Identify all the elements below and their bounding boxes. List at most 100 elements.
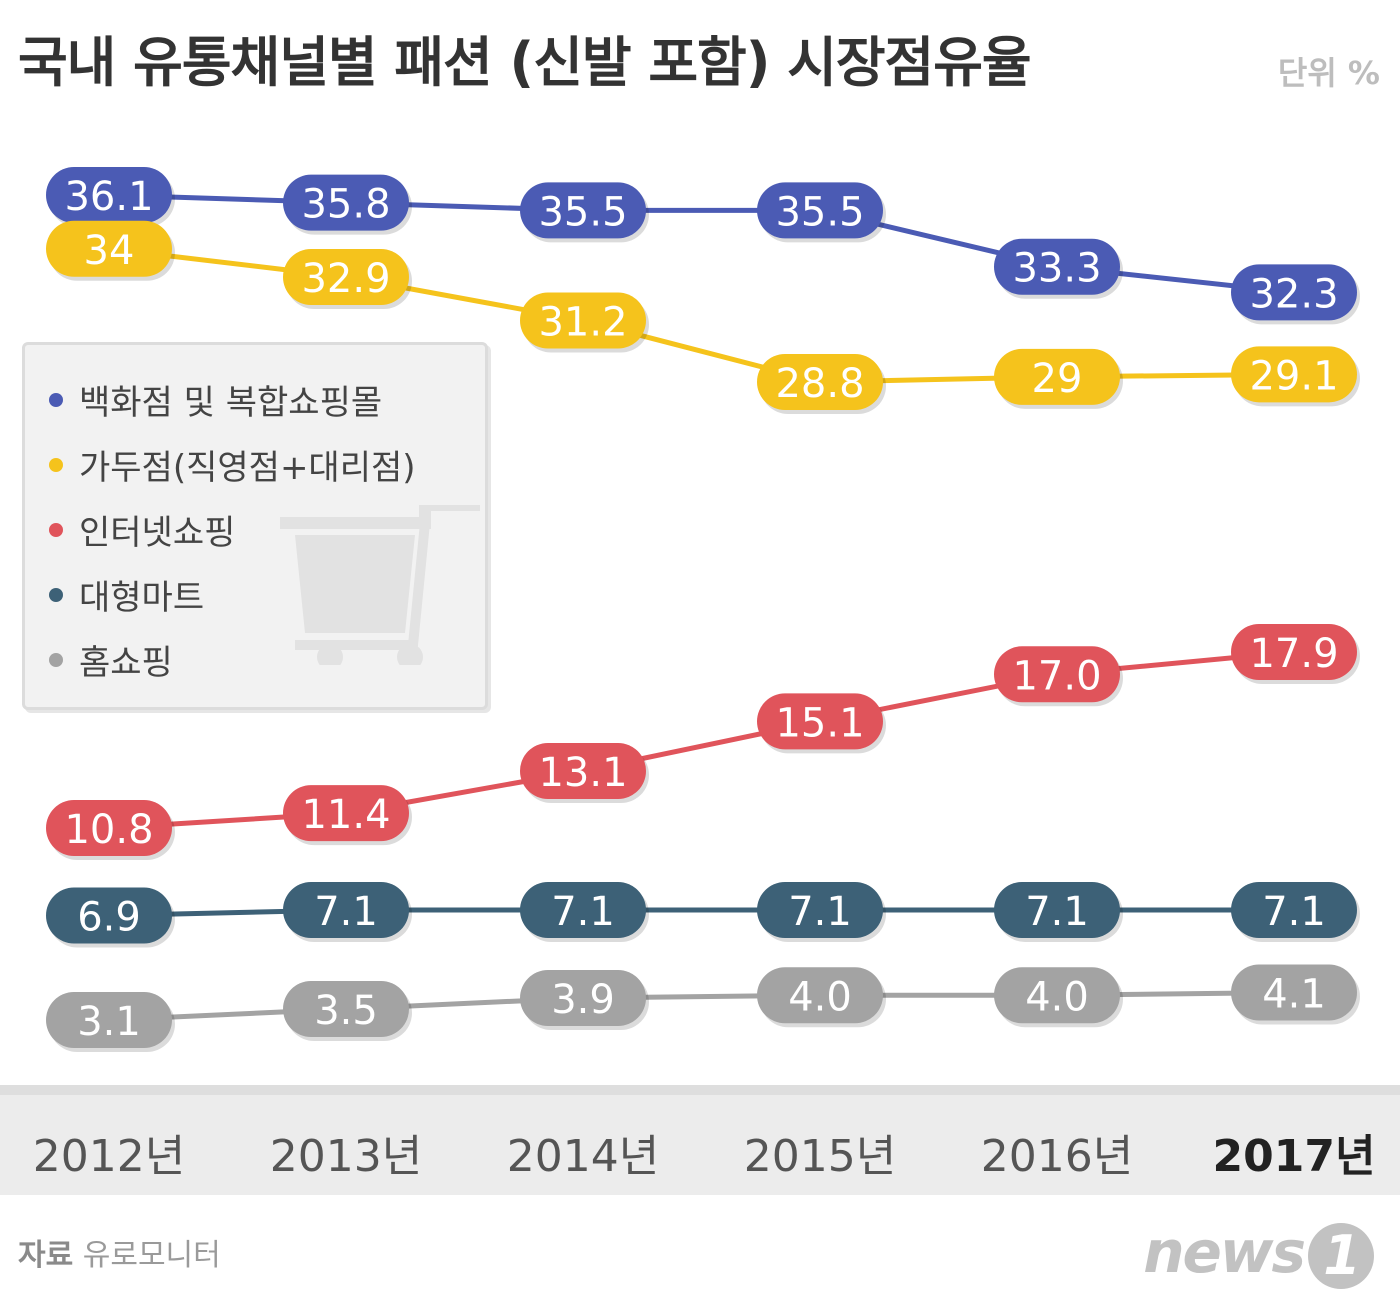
line-chart: 36.1 35.8 35.5 35.5 33.3 32.3 34 32.9 31.2 28.8 29…: [46, 167, 1360, 1052]
data-point: 32.3: [1231, 264, 1360, 325]
data-point: 29: [994, 348, 1123, 409]
x-tick-label: 2016년: [980, 1131, 1134, 1182]
legend-label: 홈쇼핑: [79, 643, 173, 683]
logo-text: news: [1143, 1218, 1306, 1286]
data-label: 34: [84, 228, 135, 274]
data-pill: [757, 693, 883, 750]
legend-marker: [49, 522, 63, 537]
data-pill: [994, 646, 1120, 703]
x-tick-label: 2013년: [269, 1131, 423, 1182]
source-note: 자료 유로모니터: [18, 1230, 221, 1274]
news1-logo: news 1: [1143, 1218, 1374, 1289]
data-point: 4.1: [1231, 964, 1360, 1025]
data-pill: [1231, 882, 1357, 938]
data-label: 28.8: [775, 361, 864, 407]
legend-label: 대형마트: [79, 578, 205, 618]
legend-label: 가두점(직영점+대리점): [79, 448, 416, 488]
data-pill: [46, 167, 172, 223]
data-label: 3.1: [77, 999, 141, 1045]
x-tick-label: 2014년: [506, 1131, 660, 1182]
legend-marker: [49, 457, 63, 472]
x-tick-label: 2015년: [743, 1131, 897, 1182]
data-point: 13.1: [520, 742, 649, 803]
legend-item-online-shopping: 인터넷쇼핑: [49, 497, 416, 562]
data-pill: [46, 887, 172, 944]
data-label: 4.0: [1025, 974, 1089, 1020]
data-label: 4.1: [1262, 972, 1326, 1018]
data-point: 7.1: [757, 882, 886, 942]
data-point: 17.0: [994, 646, 1123, 707]
data-label: 35.8: [301, 182, 390, 228]
data-point: 6.9: [46, 887, 175, 948]
data-pill: [283, 248, 409, 305]
data-pill: [283, 882, 409, 938]
data-pill: [994, 967, 1120, 1024]
data-label: 3.9: [551, 977, 615, 1023]
logo-mark: 1: [1308, 1222, 1374, 1289]
data-point: 29.1: [1231, 346, 1360, 407]
data-point: 11.4: [283, 785, 412, 846]
legend-item-home-shopping: 홈쇼핑: [49, 627, 416, 692]
data-label: 4.0: [788, 974, 852, 1020]
data-point: 17.9: [1231, 624, 1360, 684]
data-pill: [46, 220, 172, 277]
data-pill: [46, 800, 172, 856]
legend-item-department-store: 백화점 및 복합쇼핑몰: [49, 367, 416, 432]
data-pill: [1231, 264, 1357, 321]
data-point: 4.0: [994, 967, 1123, 1028]
data-pill: [283, 174, 409, 231]
data-pill: [520, 882, 646, 938]
data-label: 31.2: [538, 300, 627, 346]
legend-label: 인터넷쇼핑: [79, 513, 236, 553]
data-pill: [520, 970, 646, 1026]
data-point: 15.1: [757, 693, 886, 754]
data-label: 7.1: [788, 889, 852, 935]
data-label: 29: [1032, 356, 1083, 402]
x-axis-band: [0, 1085, 1400, 1195]
data-label: 29.1: [1249, 353, 1338, 399]
data-pill: [1231, 346, 1357, 403]
data-pill: [283, 785, 409, 842]
data-pill: [757, 967, 883, 1024]
data-label: 13.1: [538, 750, 627, 796]
data-label: 10.8: [64, 807, 153, 853]
source-name: 유로모니터: [82, 1238, 221, 1273]
data-pill: [994, 238, 1120, 295]
data-point: 3.5: [283, 981, 412, 1041]
data-point: 32.9: [283, 248, 412, 309]
data-label: 11.4: [301, 792, 390, 838]
data-point: 34: [46, 220, 175, 281]
source-label: 자료: [18, 1238, 74, 1273]
data-pill: [757, 882, 883, 938]
data-label: 36.1: [64, 174, 153, 220]
x-tick-label-highlighted: 2017년: [1212, 1131, 1376, 1182]
data-pill: [1231, 624, 1357, 680]
data-label: 7.1: [314, 889, 378, 935]
x-tick-label: 2012년: [32, 1131, 186, 1182]
data-point: 35.5: [520, 182, 649, 243]
data-point: 7.1: [283, 882, 412, 942]
data-label: 32.3: [1249, 271, 1338, 317]
legend-marker: [49, 392, 63, 407]
data-point: 3.1: [46, 992, 175, 1052]
data-pill: [520, 292, 646, 349]
data-pill: [1231, 964, 1357, 1021]
data-point: 3.9: [520, 970, 649, 1030]
shopping-cart-icon: [280, 505, 480, 665]
data-label: 35.5: [538, 189, 627, 235]
data-label: 35.5: [775, 189, 864, 235]
data-point: 33.3: [994, 238, 1123, 299]
data-pill: [994, 348, 1120, 405]
legend-marker: [49, 587, 63, 602]
data-label: 3.5: [314, 988, 378, 1034]
data-pill: [283, 981, 409, 1037]
data-pill: [520, 182, 646, 239]
legend-label: 백화점 및 복합쇼핑몰: [79, 383, 383, 423]
data-point: 35.8: [283, 174, 412, 235]
data-point: 35.5: [757, 182, 886, 243]
legend-marker: [49, 652, 63, 667]
data-label: 7.1: [1025, 889, 1089, 935]
unit-label: 단위 %: [1277, 54, 1380, 92]
data-label: 7.1: [1262, 889, 1326, 935]
data-point: 7.1: [994, 882, 1123, 942]
